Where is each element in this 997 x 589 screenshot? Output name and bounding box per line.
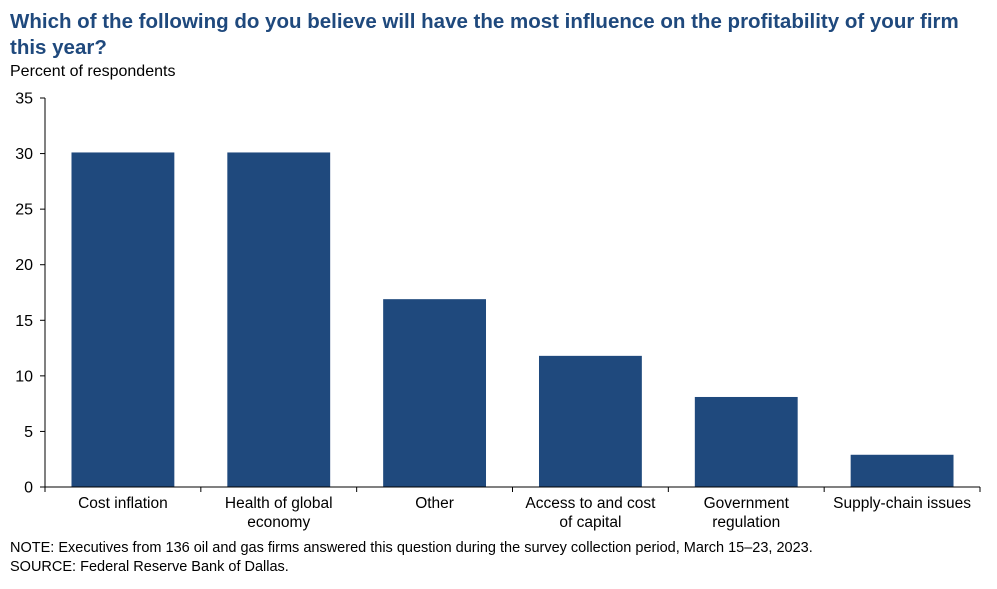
chart-title: Which of the following do you believe wi…	[10, 10, 959, 59]
x-tick-label: Government regulation	[704, 495, 790, 531]
y-tick-label: 30	[15, 146, 33, 163]
bar	[538, 355, 642, 487]
y-tick-label: 20	[15, 257, 33, 274]
bar-chart: 0 5 10 15 20 25 30 35 Cost inflation Health of g…	[15, 91, 981, 531]
x-tick-label: Access to and cost of capital	[525, 495, 656, 531]
x-tick-label: Health of global economy	[225, 495, 333, 531]
y-axis-label: Percent of respondents	[10, 63, 176, 80]
bar	[227, 152, 331, 487]
source-text: SOURCE: Federal Reserve Bank of Dallas.	[10, 559, 289, 575]
y-tick-label: 25	[15, 202, 33, 219]
x-tick-label: Supply-chain issues	[833, 495, 971, 512]
y-tick-label: 35	[15, 91, 33, 108]
y-tick-label: 10	[15, 368, 33, 385]
bar	[850, 454, 954, 487]
y-axis: 0 5 10 15 20 25 30 35	[15, 91, 46, 497]
bar	[383, 299, 487, 487]
y-tick-label: 5	[24, 424, 33, 441]
y-tick-label: 0	[24, 480, 33, 497]
note-text: NOTE: Executives from 136 oil and gas fi…	[10, 540, 813, 556]
y-tick-label: 15	[15, 313, 33, 330]
x-tick-label: Other	[415, 495, 454, 512]
footnotes: NOTE: Executives from 136 oil and gas fi…	[10, 539, 813, 577]
x-axis: Cost inflation Health of global economy Oth…	[44, 486, 981, 531]
x-tick-label: Cost inflation	[78, 495, 168, 512]
bar	[694, 396, 798, 487]
bars	[71, 152, 954, 487]
bar	[71, 152, 175, 487]
